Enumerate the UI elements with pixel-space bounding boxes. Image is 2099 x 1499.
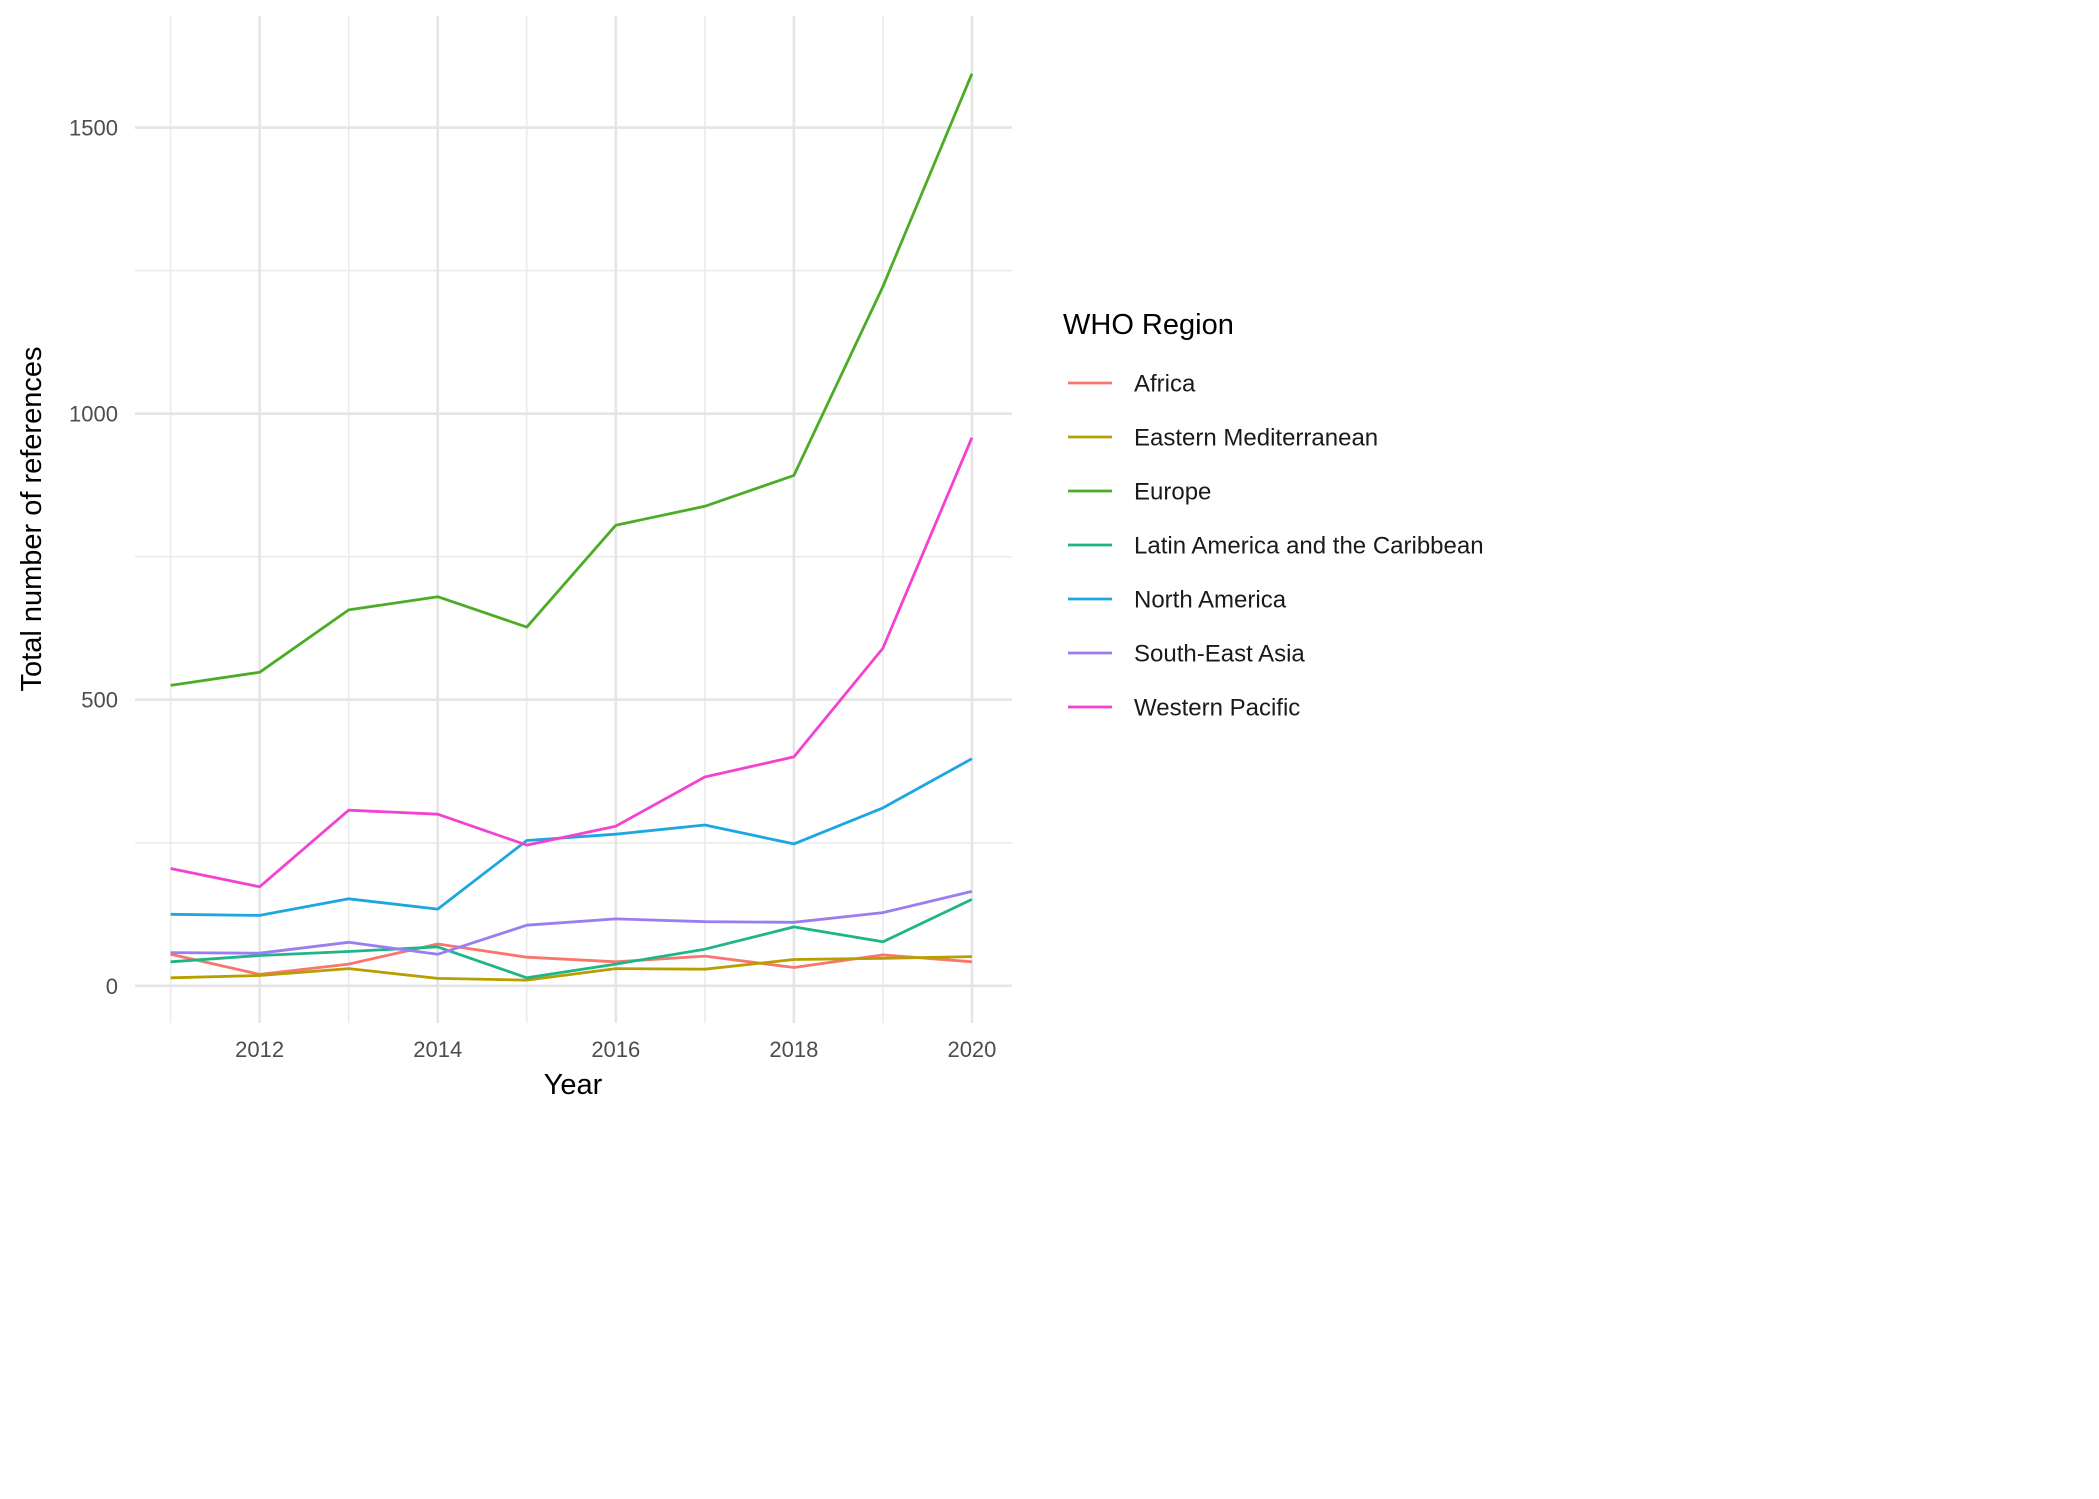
x-tick-label: 2014 <box>413 1037 462 1062</box>
y-tick-label: 0 <box>106 974 118 999</box>
legend-label: Africa <box>1134 371 1196 398</box>
y-tick-label: 1000 <box>69 402 118 427</box>
legend-label: Western Pacific <box>1134 695 1300 722</box>
legend-items: Africa Eastern Mediterranean Europe Latin A… <box>1068 371 1484 722</box>
series-line-south-east-asia <box>170 890 973 956</box>
legend-label: Europe <box>1134 479 1211 506</box>
series-line-western-pacific <box>170 437 974 889</box>
y-axis-title: Total number of references <box>16 347 48 692</box>
series-line-eastern-mediterranean <box>170 955 972 982</box>
minor-gridlines <box>135 16 1012 1023</box>
series-line-europe <box>170 73 974 687</box>
legend-label: Eastern Mediterranean <box>1134 425 1378 452</box>
series-lines <box>170 73 974 982</box>
series-line-africa <box>170 942 973 976</box>
series-line-latin-america-and-the-caribbean <box>170 898 973 980</box>
x-axis-title: Year <box>544 1069 603 1101</box>
y-axis-tick-labels: 0 500 1000 1500 <box>69 116 118 999</box>
x-axis-tick-labels: 2012 2014 2016 2018 2020 <box>235 1037 996 1062</box>
x-tick-label: 2018 <box>769 1037 818 1062</box>
y-tick-label: 1500 <box>69 116 118 141</box>
major-gridlines <box>135 16 1012 1023</box>
series-line-north-america <box>170 757 973 917</box>
legend-title: WHO Region <box>1063 309 1234 341</box>
legend-label: Latin America and the Caribbean <box>1134 533 1484 560</box>
y-tick-label: 500 <box>81 688 118 713</box>
legend: WHO Region Africa Eastern Mediterranean Eu… <box>1063 309 1484 722</box>
legend-label: South-East Asia <box>1134 641 1305 668</box>
legend-label: North America <box>1134 587 1287 614</box>
x-tick-label: 2020 <box>947 1037 996 1062</box>
x-tick-label: 2016 <box>591 1037 640 1062</box>
line-chart: 0 500 1000 1500 2012 2014 2016 2018 2020 Year T… <box>16 16 1484 1101</box>
x-tick-label: 2012 <box>235 1037 284 1062</box>
